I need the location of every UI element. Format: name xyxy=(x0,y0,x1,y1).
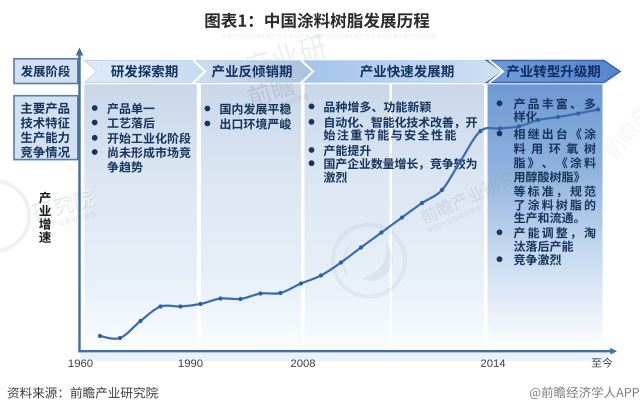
svg-text:2008: 2008 xyxy=(290,358,315,370)
svg-text:1960: 1960 xyxy=(68,358,93,370)
svg-text:2014: 2014 xyxy=(480,358,505,370)
svg-text:1990: 1990 xyxy=(178,358,203,370)
